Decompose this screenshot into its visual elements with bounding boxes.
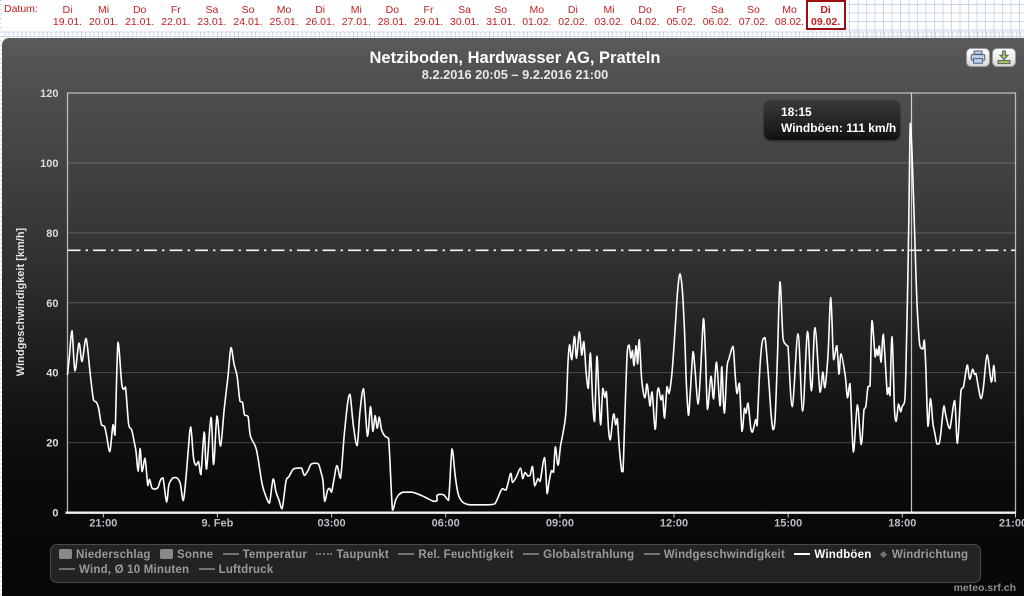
svg-text:100: 100 <box>40 158 58 170</box>
svg-text:60: 60 <box>46 298 58 310</box>
svg-text:21:00: 21:00 <box>89 518 117 530</box>
svg-text:06:00: 06:00 <box>432 518 460 530</box>
svg-text:80: 80 <box>46 228 58 240</box>
svg-text:15:00: 15:00 <box>774 518 802 530</box>
svg-text:40: 40 <box>46 368 58 380</box>
svg-text:120: 120 <box>40 88 58 100</box>
svg-text:21:00: 21:00 <box>999 518 1024 530</box>
svg-text:03:00: 03:00 <box>318 518 346 530</box>
svg-text:18:00: 18:00 <box>888 518 916 530</box>
svg-text:0: 0 <box>52 508 58 520</box>
svg-text:Windgeschwindigkeit [km/h]: Windgeschwindigkeit [km/h] <box>15 227 27 376</box>
svg-text:12:00: 12:00 <box>660 518 688 530</box>
svg-text:9. Feb: 9. Feb <box>202 518 234 530</box>
svg-text:20: 20 <box>46 438 58 450</box>
svg-text:09:00: 09:00 <box>546 518 574 530</box>
